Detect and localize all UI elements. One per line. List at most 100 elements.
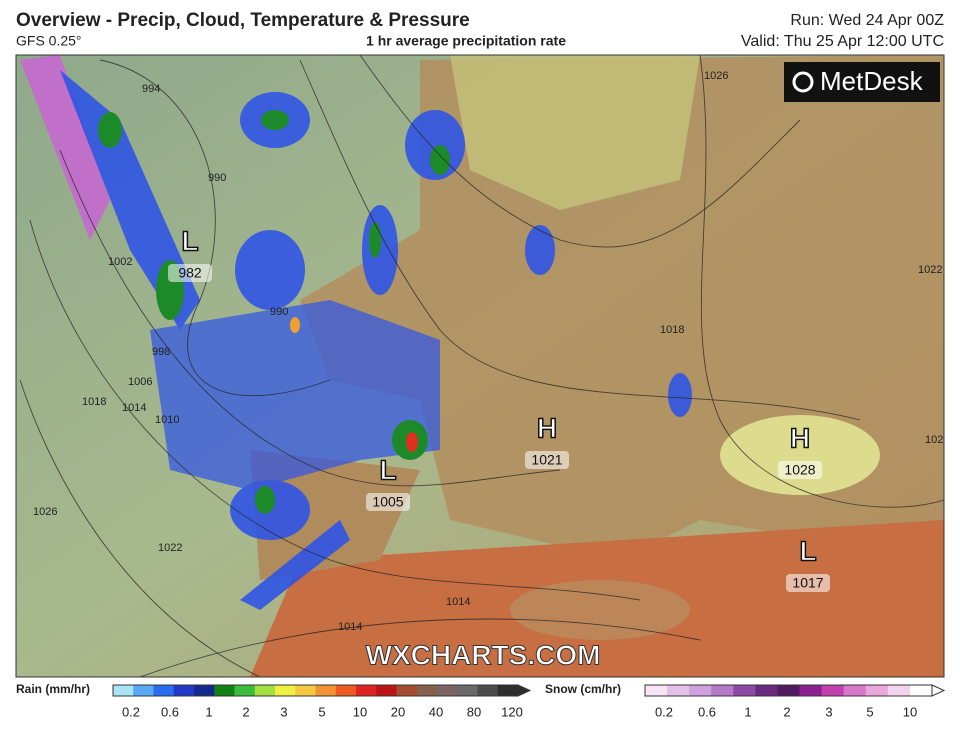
color-swatch: [689, 685, 712, 696]
pressure-value: 1028: [784, 462, 815, 478]
logo: MetDesk: [820, 66, 924, 96]
legend-tick-label: 0.6: [698, 704, 716, 719]
color-swatch: [396, 685, 418, 696]
color-bar-frame: [644, 684, 933, 697]
legend-tick-label: 80: [467, 704, 481, 719]
color-swatch: [477, 685, 499, 696]
legend-tick-label: 0.2: [122, 704, 140, 719]
legend-tick-label: 0.2: [655, 704, 673, 719]
pressure-label-bg: [366, 493, 410, 511]
legend-tick-label: 10: [903, 704, 917, 719]
isobar-label: 990: [208, 172, 226, 184]
legend-tick-label: 1: [205, 704, 212, 719]
isobar-label: 1026: [33, 506, 57, 518]
subtitle: 1 hr average precipitation rate: [366, 33, 566, 49]
map: 994 990 1002 998 1006 1010 1014 1018 990 1026 1022…: [16, 55, 949, 677]
title: Overview - Precip, Cloud, Temperature & …: [16, 10, 470, 31]
pressure-symbol: H: [790, 422, 810, 453]
legend-tick-label: 2: [242, 704, 249, 719]
legend-tick-label: 3: [825, 704, 832, 719]
color-swatch: [909, 685, 933, 696]
color-swatch: [133, 685, 154, 696]
color-swatch: [356, 685, 377, 696]
run-time: Run: Wed 24 Apr 00Z: [790, 12, 944, 29]
isobar-label: 990: [270, 306, 288, 318]
color-bar-frame: [112, 684, 519, 697]
color-swatch: [887, 685, 911, 696]
color-bar-arrow: [931, 684, 946, 697]
color-swatch: [173, 685, 195, 696]
pressure-value: 1017: [792, 575, 823, 591]
rain-legend-title: Rain (mm/hr): [16, 682, 90, 696]
legend-tick-label: 1: [744, 704, 751, 719]
legend-tick-label: 3: [280, 704, 287, 719]
color-swatch: [254, 685, 276, 696]
isobar-label: 1006: [128, 376, 152, 388]
color-swatch: [821, 685, 845, 696]
isobar-label: 1002: [108, 256, 132, 268]
color-swatch: [295, 685, 316, 696]
pressure-value: 1005: [372, 494, 403, 510]
isobar-label: 1018: [660, 324, 684, 336]
color-swatch: [315, 685, 337, 696]
isobar-label: 1026: [925, 434, 949, 446]
isobar-label: 1022: [918, 264, 942, 276]
legend-tick-label: 0.6: [161, 704, 179, 719]
color-swatch: [755, 685, 778, 696]
color-swatch: [711, 685, 734, 696]
color-swatch: [733, 685, 756, 696]
pressure-symbol: L: [181, 225, 198, 256]
pressure-symbol: L: [799, 535, 816, 566]
color-swatch: [777, 685, 801, 696]
color-swatch: [437, 685, 458, 696]
isobar-label: 1014: [446, 596, 470, 608]
legend-tick-label: 120: [501, 704, 523, 719]
color-swatch: [214, 685, 235, 696]
color-swatch: [275, 685, 296, 696]
isobar-labels: 994 990 1002 998 1006 1010 1014 1018 990 1026 1022…: [33, 70, 949, 633]
pressure-label-bg: [778, 461, 822, 479]
legend: 0.2 0.6 1 2 3 5 10 20 40 80 120 0.2 0.6 1 2 3 5 10: [112, 684, 946, 719]
isobar-label: 1010: [155, 414, 179, 426]
isobar-label: 1014: [122, 402, 146, 414]
isobar-label: 1014: [338, 621, 362, 633]
logo-box: [784, 62, 940, 102]
color-swatch: [335, 685, 357, 696]
legend-tick-label: 20: [391, 704, 405, 719]
valid-time: Valid: Thu 25 Apr 12:00 UTC: [741, 33, 944, 50]
pressure-symbol: L: [379, 454, 396, 485]
color-bar-arrow: [517, 684, 532, 697]
pressure-value: 982: [178, 265, 202, 281]
isobar-label: 998: [152, 346, 170, 358]
pressure-label-bg: [168, 264, 212, 282]
color-swatch: [234, 685, 256, 696]
pressure-symbol: H: [537, 412, 557, 443]
color-swatch: [865, 685, 889, 696]
pressure-label-bg: [525, 451, 569, 469]
color-swatch: [376, 685, 397, 696]
model: GFS 0.25°: [16, 33, 82, 49]
color-swatch: [799, 685, 823, 696]
isobar-label: 994: [142, 83, 160, 95]
legend-tick-label: 2: [783, 704, 790, 719]
color-swatch: [416, 685, 438, 696]
legend-tick-label: 5: [866, 704, 873, 719]
legend-tick-label: 40: [429, 704, 443, 719]
color-swatch: [194, 685, 215, 696]
color-swatch: [113, 685, 134, 696]
legend-tick-label: 10: [353, 704, 367, 719]
pressure-label-bg: [786, 574, 830, 592]
color-swatch: [457, 685, 478, 696]
isobar-label: 1018: [82, 396, 106, 408]
pressure-value: 1021: [531, 452, 562, 468]
color-swatch: [497, 685, 519, 696]
isobar-label: 1026: [704, 70, 728, 82]
isobar-label: 1022: [158, 542, 182, 554]
color-swatch: [645, 685, 668, 696]
snow-legend-title: Snow (cm/hr): [545, 682, 621, 696]
color-swatch: [153, 685, 175, 696]
color-swatch: [667, 685, 690, 696]
pressure-centers: L 982 L 1005 H 1021 H 1028 L 1017: [168, 225, 830, 592]
watermark: WXCHARTS.COM: [366, 639, 601, 670]
